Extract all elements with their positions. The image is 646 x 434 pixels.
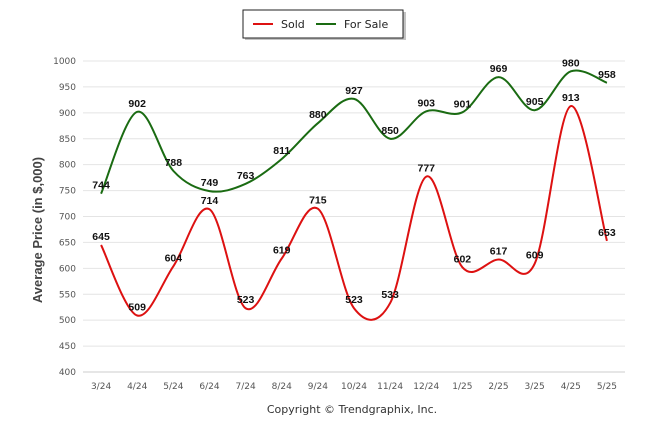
data-label-for-sale: 744 [92, 180, 110, 192]
legend-label-for-sale: For Sale [344, 18, 388, 31]
y-axis-ticks: 400 450 500 550 600 650 700 750 800 850 900 950 1000 [53, 57, 76, 378]
y-tick-label: 800 [59, 161, 76, 171]
data-label-sold: 604 [165, 252, 183, 264]
data-label-sold: 509 [128, 302, 146, 314]
data-label-sold: 715 [309, 195, 327, 207]
x-tick-label: 4/24 [127, 382, 147, 392]
y-tick-label: 750 [59, 187, 76, 197]
data-label-sold: 913 [562, 92, 580, 104]
y-tick-label: 550 [59, 290, 76, 300]
y-tick-label: 450 [59, 342, 76, 352]
y-tick-label: 700 [59, 213, 76, 223]
y-tick-label: 400 [59, 368, 76, 378]
data-label-sold: 523 [237, 294, 255, 306]
y-tick-label: 650 [59, 238, 76, 248]
x-tick-label: 11/24 [377, 382, 403, 392]
x-tick-label: 4/25 [561, 382, 581, 392]
x-tick-label: 3/24 [91, 382, 111, 392]
x-tick-label: 7/24 [235, 382, 255, 392]
x-tick-label: 3/25 [525, 382, 545, 392]
data-label-sold: 533 [381, 289, 399, 301]
data-label-for-sale: 958 [598, 69, 616, 81]
x-tick-label: 1/25 [452, 382, 472, 392]
data-label-for-sale: 811 [273, 145, 290, 157]
x-tick-label: 9/24 [308, 382, 328, 392]
y-tick-label: 500 [59, 316, 76, 326]
data-label-for-sale: 749 [201, 177, 219, 189]
data-label-sold: 602 [454, 253, 472, 265]
data-labels: 645 509 604 714 523 619 715 523 533 777 602 617 609 9… [92, 57, 616, 313]
data-label-for-sale: 927 [345, 85, 363, 97]
data-label-for-sale: 763 [237, 170, 255, 182]
series-line-sold [100, 105, 608, 321]
x-tick-label: 10/24 [341, 382, 367, 392]
data-label-sold: 523 [345, 294, 363, 306]
data-label-sold: 645 [92, 231, 110, 243]
data-label-for-sale: 902 [128, 98, 146, 110]
grid-lines [83, 60, 625, 373]
data-label-for-sale: 901 [454, 98, 472, 110]
data-label-sold: 777 [418, 163, 436, 175]
x-tick-label: 6/24 [199, 382, 219, 392]
data-label-for-sale: 980 [562, 57, 580, 69]
y-tick-label: 1000 [53, 57, 76, 67]
data-label-for-sale: 969 [490, 63, 508, 75]
x-tick-label: 2/25 [488, 382, 508, 392]
y-tick-label: 600 [59, 264, 76, 274]
y-tick-label: 950 [59, 83, 76, 93]
legend: Sold For Sale [242, 9, 406, 40]
data-label-sold: 619 [273, 244, 291, 256]
x-tick-label: 8/24 [272, 382, 292, 392]
copyright-footer: Copyright © Trendgraphix, Inc. [267, 403, 437, 416]
data-label-for-sale: 850 [381, 125, 399, 137]
data-label-for-sale: 905 [526, 96, 544, 108]
series-line-for-sale [100, 69, 608, 195]
legend-label-sold: Sold [281, 18, 305, 31]
data-label-for-sale: 788 [165, 157, 183, 169]
y-axis-label: Average Price (in $,000) [30, 157, 45, 303]
x-axis-ticks: 3/24 4/24 5/24 6/24 7/24 8/24 9/24 10/24 11/24 12… [91, 382, 617, 392]
data-label-for-sale: 880 [309, 109, 327, 121]
data-label-for-sale: 903 [418, 97, 436, 109]
data-label-sold: 653 [598, 227, 616, 239]
data-label-sold: 714 [201, 195, 219, 207]
y-tick-label: 850 [59, 135, 76, 145]
x-tick-label: 5/25 [597, 382, 617, 392]
x-tick-label: 12/24 [413, 382, 439, 392]
y-tick-label: 900 [59, 109, 76, 119]
x-tick-label: 5/24 [163, 382, 183, 392]
data-label-sold: 609 [526, 250, 544, 262]
data-label-sold: 617 [490, 246, 508, 258]
series-layer [100, 69, 608, 321]
